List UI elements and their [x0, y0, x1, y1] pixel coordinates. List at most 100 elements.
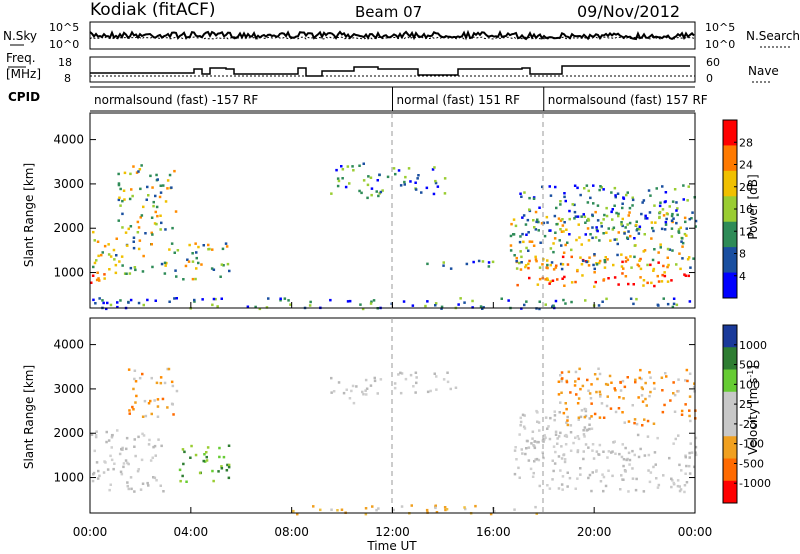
heatmap-cell	[101, 251, 104, 254]
heatmap-cell	[664, 220, 668, 224]
heatmap-cell	[671, 479, 674, 482]
heatmap-cell	[561, 475, 565, 478]
heatmap-cell	[129, 476, 133, 479]
heatmap-cell	[432, 192, 436, 196]
heatmap-cell	[673, 393, 677, 397]
heatmap-cell	[552, 250, 555, 254]
heatmap-cell	[479, 305, 483, 308]
heatmap-cell	[613, 387, 616, 390]
heatmap-cell	[573, 384, 577, 387]
heatmap-cell	[683, 216, 687, 220]
heatmap-cell	[366, 183, 370, 187]
heatmap-cell	[586, 378, 589, 382]
heatmap-cell	[580, 409, 584, 412]
heatmap-cell	[507, 299, 510, 302]
heatmap-cell	[175, 275, 178, 278]
heatmap-cell	[147, 402, 151, 405]
heatmap-cell	[207, 243, 210, 247]
heatmap-cell	[128, 272, 132, 275]
heatmap-cell	[94, 434, 98, 437]
heatmap-cell	[92, 265, 95, 269]
heatmap-cell	[500, 297, 503, 300]
heatmap-cell	[694, 436, 698, 440]
heatmap-cell	[397, 169, 401, 172]
heatmap-cell	[552, 242, 555, 245]
heatmap-cell	[457, 303, 460, 306]
heatmap-cell	[187, 260, 191, 263]
heatmap-cell	[602, 218, 605, 221]
heatmap-cell	[664, 200, 667, 203]
heatmap-cell	[130, 188, 133, 191]
heatmap-cell	[124, 459, 128, 462]
heatmap-cell	[227, 465, 231, 469]
heatmap-cell	[588, 427, 591, 431]
heatmap-cell	[381, 189, 384, 192]
heatmap-cell	[563, 192, 566, 195]
heatmap-cell	[684, 220, 687, 224]
heatmap-cell	[668, 205, 671, 208]
heatmap-cell	[527, 262, 530, 266]
heatmap-cell	[659, 246, 662, 249]
heatmap-cell	[528, 196, 531, 200]
heatmap-cell	[129, 172, 132, 176]
heatmap-cell	[623, 421, 626, 424]
heatmap-cell	[617, 212, 620, 216]
heatmap-cell	[666, 247, 670, 251]
heatmap-cell	[560, 483, 564, 486]
heatmap-cell	[521, 232, 524, 236]
heatmap-cell	[614, 389, 617, 392]
heatmap-cell	[536, 283, 540, 286]
heatmap-cell	[550, 261, 554, 264]
heatmap-cell	[123, 171, 127, 175]
velocity-y-axis-label: Slant Range [km]	[22, 365, 36, 469]
heatmap-cell	[595, 390, 598, 394]
heatmap-cell	[141, 372, 144, 376]
heatmap-cell	[336, 509, 339, 512]
heatmap-cell	[521, 413, 525, 417]
heatmap-cell	[150, 231, 153, 235]
heatmap-cell	[673, 410, 677, 413]
heatmap-cell	[577, 377, 580, 381]
heatmap-cell	[631, 204, 634, 207]
heatmap-cell	[566, 485, 569, 488]
heatmap-cell	[539, 241, 542, 244]
heatmap-cell	[600, 225, 603, 228]
heatmap-cell	[531, 437, 534, 440]
heatmap-cell	[474, 504, 477, 508]
heatmap-cell	[688, 472, 692, 475]
heatmap-cell	[538, 300, 541, 303]
heatmap-cell	[575, 238, 578, 242]
heatmap-cell	[605, 231, 608, 234]
heatmap-cell	[364, 378, 368, 382]
heatmap-cell	[670, 477, 673, 481]
heatmap-cell	[154, 210, 157, 214]
y-tick-label: 1000	[53, 266, 84, 280]
heatmap-cell	[105, 430, 108, 434]
heatmap-cell	[649, 390, 652, 394]
heatmap-cell	[543, 434, 546, 437]
heatmap-cell	[617, 407, 621, 410]
heatmap-cell	[649, 376, 652, 379]
heatmap-cell	[440, 307, 443, 310]
heatmap-cell	[588, 417, 591, 420]
heatmap-cell	[553, 414, 557, 417]
heatmap-cell	[574, 380, 577, 383]
station-title: Kodiak (fitACF)	[90, 0, 216, 20]
heatmap-cell	[309, 300, 312, 304]
heatmap-cell	[366, 196, 369, 200]
heatmap-cell	[93, 449, 96, 453]
velocity-colorbar: 1000 500 100 25 -25 -100 -500 -1000	[722, 324, 771, 504]
heatmap-cell	[619, 389, 623, 392]
heatmap-cell	[649, 471, 653, 474]
heatmap-cell	[566, 423, 570, 427]
heatmap-cell	[527, 249, 530, 252]
heatmap-cell	[610, 191, 613, 194]
heatmap-cell	[527, 231, 530, 234]
heatmap-cell	[110, 434, 114, 437]
heatmap-cell	[537, 458, 541, 462]
heatmap-cell	[591, 236, 594, 240]
heatmap-cell	[123, 198, 126, 201]
heatmap-cell	[589, 233, 592, 236]
heatmap-cell	[195, 251, 198, 254]
heatmap-cell	[160, 221, 163, 225]
